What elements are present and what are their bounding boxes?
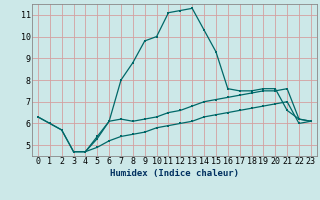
X-axis label: Humidex (Indice chaleur): Humidex (Indice chaleur) (110, 169, 239, 178)
